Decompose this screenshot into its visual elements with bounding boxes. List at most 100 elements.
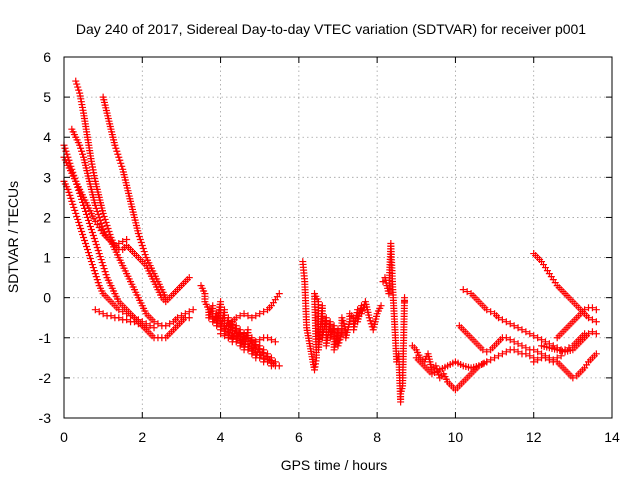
data-point xyxy=(95,213,103,221)
x-tick-label: 14 xyxy=(604,429,620,445)
series-track-12h-low xyxy=(530,350,600,382)
series-track-12h-desc xyxy=(530,250,600,326)
data-points xyxy=(60,77,600,406)
data-point xyxy=(232,314,240,322)
data-point xyxy=(244,334,252,342)
data-point xyxy=(112,144,120,152)
data-point xyxy=(506,336,514,344)
data-point xyxy=(74,215,82,223)
data-point xyxy=(534,348,542,356)
data-point xyxy=(103,221,111,229)
data-point xyxy=(236,312,244,320)
data-point xyxy=(83,246,91,254)
data-point xyxy=(232,332,240,340)
data-point xyxy=(494,352,502,360)
data-point xyxy=(95,308,103,316)
data-point xyxy=(96,253,104,261)
data-point xyxy=(366,317,374,325)
x-tick-label: 10 xyxy=(448,429,464,445)
data-point xyxy=(483,306,491,314)
data-point xyxy=(526,330,534,338)
data-point xyxy=(185,308,193,316)
series-track-4h-mid xyxy=(217,330,279,346)
data-point xyxy=(588,316,596,324)
data-point xyxy=(91,201,99,209)
y-tick-label: -1 xyxy=(39,330,52,346)
data-point xyxy=(483,348,491,356)
data-point xyxy=(105,227,113,235)
data-point xyxy=(64,185,72,193)
data-point xyxy=(228,334,236,342)
data-point xyxy=(76,221,84,229)
data-point xyxy=(115,153,123,161)
data-point xyxy=(592,350,600,358)
data-point xyxy=(220,332,228,340)
data-point xyxy=(146,322,154,330)
data-point xyxy=(90,267,98,275)
data-point xyxy=(94,279,102,287)
data-point xyxy=(87,225,95,233)
data-point xyxy=(99,209,107,217)
data-point xyxy=(248,336,256,344)
data-point xyxy=(498,316,506,324)
data-point xyxy=(181,310,189,318)
data-point xyxy=(139,245,147,253)
data-point xyxy=(92,204,100,212)
data-point xyxy=(244,346,252,354)
data-point xyxy=(93,244,101,252)
data-point xyxy=(119,308,127,316)
data-point xyxy=(134,229,142,237)
x-tick-label: 4 xyxy=(217,429,225,445)
data-point xyxy=(502,334,510,342)
y-tick-label: 1 xyxy=(43,250,51,266)
data-point xyxy=(91,238,99,246)
series-track-10h-rise xyxy=(455,322,565,364)
data-point xyxy=(113,147,121,155)
data-point xyxy=(487,356,495,364)
data-point xyxy=(518,342,526,350)
data-point xyxy=(89,231,97,239)
data-point xyxy=(526,352,534,360)
y-tick-label: 3 xyxy=(43,169,51,185)
data-point xyxy=(502,318,510,326)
data-point xyxy=(95,250,103,258)
data-point xyxy=(252,312,260,320)
data-point xyxy=(479,346,487,354)
data-point xyxy=(498,350,506,358)
data-point xyxy=(592,318,600,326)
x-tick-label: 12 xyxy=(526,429,542,445)
x-tick-label: 8 xyxy=(373,429,381,445)
data-point xyxy=(491,354,499,362)
data-point xyxy=(91,270,99,278)
y-axis-label: SDTVAR / TECUs xyxy=(5,181,21,293)
data-point xyxy=(206,311,214,319)
data-point xyxy=(76,141,84,149)
data-point xyxy=(275,362,283,370)
data-point xyxy=(335,339,343,347)
data-point xyxy=(85,219,93,227)
data-point xyxy=(88,261,96,269)
data-point xyxy=(487,308,495,316)
data-point xyxy=(84,249,92,257)
data-point xyxy=(538,336,546,344)
data-point xyxy=(69,200,77,208)
data-point xyxy=(71,206,79,214)
y-tick-label: 2 xyxy=(43,209,51,225)
series-cluster-4h xyxy=(197,282,283,370)
data-point xyxy=(240,310,248,318)
data-point xyxy=(83,243,91,251)
data-point xyxy=(140,248,148,256)
data-point xyxy=(82,240,90,248)
data-point xyxy=(70,203,78,211)
data-point xyxy=(483,358,491,366)
data-point xyxy=(522,350,530,358)
data-point xyxy=(581,306,589,314)
data-point xyxy=(340,320,348,328)
data-point xyxy=(86,222,94,230)
data-point xyxy=(518,326,526,334)
data-point xyxy=(93,276,101,284)
data-point xyxy=(569,374,577,382)
data-point xyxy=(63,150,71,158)
y-tick-label: -3 xyxy=(39,410,52,426)
data-point xyxy=(502,348,510,356)
